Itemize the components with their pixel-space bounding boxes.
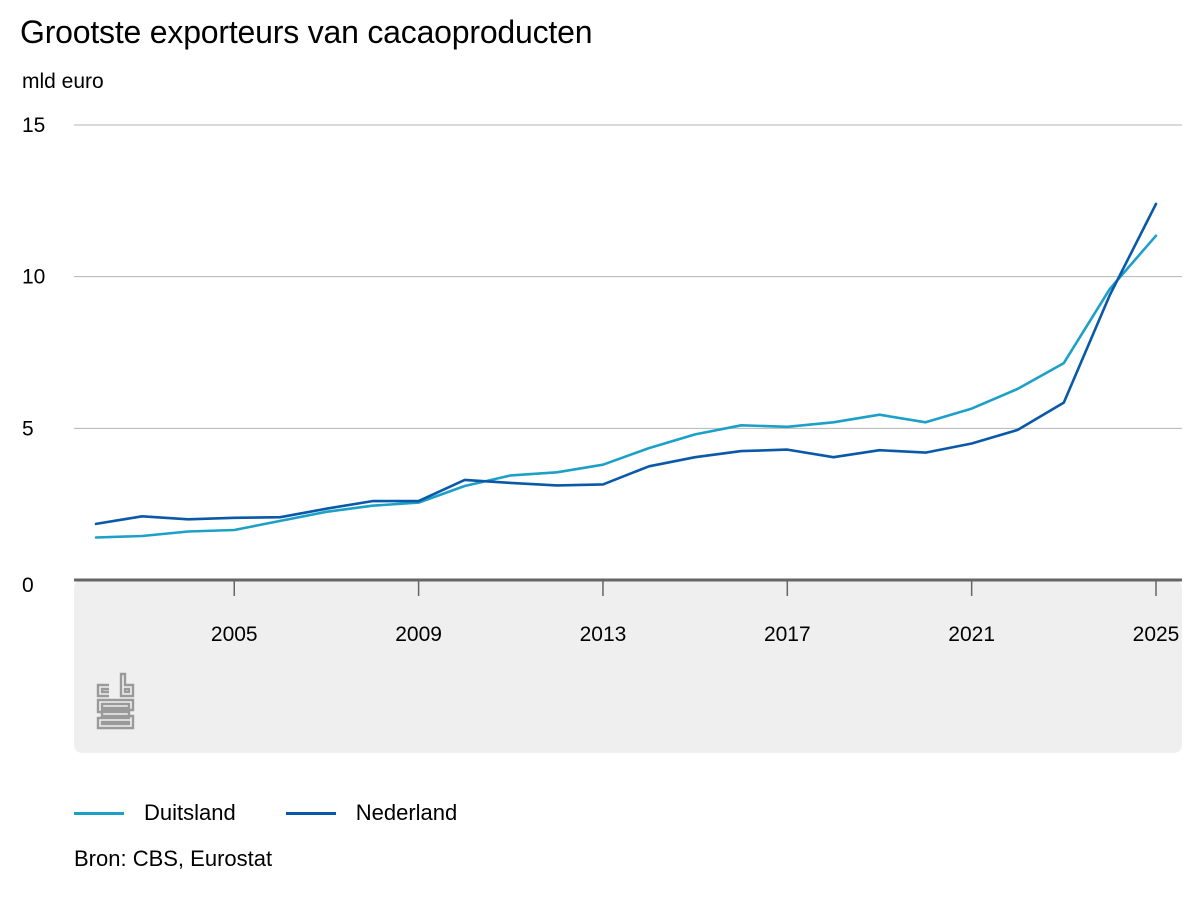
x-tick-label-2021: 2021 bbox=[948, 623, 995, 646]
series-line-duitsland bbox=[94, 234, 1158, 539]
legend-swatch-nederland bbox=[285, 811, 336, 815]
y-axis-unit-label: mld euro bbox=[22, 70, 104, 93]
x-axis-panel bbox=[74, 580, 1182, 753]
y-tick-label-15: 15 bbox=[22, 114, 45, 137]
legend-label-nederland: Nederland bbox=[355, 800, 458, 825]
x-tick-label-2005: 2005 bbox=[211, 623, 258, 646]
x-tick-label-2025: 2025 bbox=[1133, 623, 1180, 646]
cbs-logo: cbs bbox=[96, 672, 135, 730]
line-chart: 0 5 10 15 2005 2009 2013 2017 2021 2025 cbs bbox=[22, 114, 1182, 753]
y-tick-label-5: 5 bbox=[22, 417, 34, 440]
chart-title: Grootste exporteurs van cacaoproducten bbox=[20, 14, 593, 50]
y-tick-label-10: 10 bbox=[22, 266, 45, 289]
legend-label-duitsland: Duitsland bbox=[144, 800, 236, 825]
x-tick-label-2013: 2013 bbox=[580, 623, 627, 646]
legend: Duitsland Nederland bbox=[74, 800, 507, 826]
x-tick-label-2009: 2009 bbox=[395, 623, 442, 646]
series-line-nederland bbox=[94, 202, 1158, 526]
legend-item-duitsland[interactable]: Duitsland bbox=[74, 800, 236, 826]
x-tick-label-2017: 2017 bbox=[764, 623, 811, 646]
y-tick-label-0: 0 bbox=[22, 574, 34, 597]
legend-item-nederland[interactable]: Nederland bbox=[285, 800, 458, 826]
source-note: Bron: CBS, Eurostat bbox=[74, 846, 273, 871]
legend-swatch-duitsland bbox=[74, 811, 124, 815]
